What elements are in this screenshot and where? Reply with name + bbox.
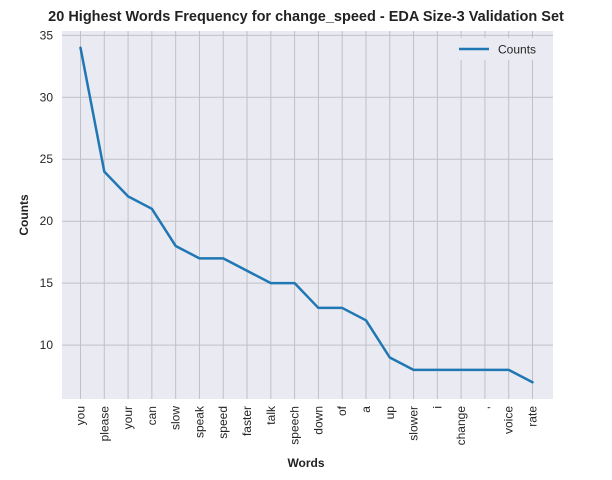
data-point — [103, 170, 105, 172]
y-axis-ticks: 10 15 20 25 30 35 — [40, 28, 54, 352]
data-point — [151, 208, 153, 210]
y-tick-label: 30 — [40, 90, 54, 104]
legend: Counts — [450, 38, 548, 60]
data-point — [508, 369, 510, 371]
data-point — [79, 47, 81, 49]
y-axis-label: Counts — [17, 194, 31, 236]
chart-title: 20 Highest Words Frequency for change_sp… — [48, 9, 564, 25]
data-point — [317, 307, 319, 309]
data-point — [293, 282, 295, 284]
x-tick-label: , — [478, 406, 492, 409]
x-tick-label: faster — [240, 406, 254, 436]
data-point — [531, 381, 533, 383]
x-tick-label: slower — [407, 406, 421, 441]
x-tick-label: slow — [169, 406, 183, 430]
data-point — [222, 257, 224, 259]
x-tick-label: speed — [216, 406, 230, 439]
data-point — [484, 369, 486, 371]
grid-lines — [62, 31, 553, 399]
y-tick-label: 20 — [40, 214, 54, 228]
legend-box — [450, 38, 548, 60]
x-tick-label: down — [311, 406, 325, 435]
y-tick-label: 35 — [40, 28, 54, 42]
x-tick-label: a — [359, 406, 373, 413]
data-point — [365, 319, 367, 321]
x-tick-label: you — [74, 406, 88, 425]
data-point — [460, 369, 462, 371]
data-point — [389, 356, 391, 358]
x-tick-label: i — [430, 406, 444, 409]
x-axis-ticks: you please your can slow speak speed faster talk… — [74, 405, 540, 445]
data-point — [436, 369, 438, 371]
series-line — [79, 46, 534, 384]
x-tick-label: please — [97, 406, 111, 442]
data-point — [341, 307, 343, 309]
x-tick-label: voice — [502, 406, 516, 434]
series-lines — [79, 46, 534, 384]
x-tick-label: up — [383, 406, 397, 420]
y-tick-label: 25 — [40, 152, 54, 166]
x-tick-label: speak — [192, 405, 206, 438]
data-point — [198, 257, 200, 259]
y-tick-label: 15 — [40, 276, 54, 290]
x-tick-label: can — [145, 406, 159, 425]
x-tick-label: speech — [288, 406, 302, 445]
x-tick-label: talk — [264, 405, 278, 425]
x-tick-label: your — [121, 406, 135, 429]
x-tick-label: of — [335, 405, 349, 416]
x-tick-label: rate — [526, 406, 540, 427]
data-point — [246, 270, 248, 272]
data-point — [174, 245, 176, 247]
data-point — [412, 369, 414, 371]
plot-area — [62, 31, 553, 399]
legend-label: Counts — [498, 43, 536, 57]
data-point — [270, 282, 272, 284]
x-tick-label: change — [454, 406, 468, 446]
x-axis-label: Words — [287, 456, 324, 470]
data-point — [127, 195, 129, 197]
y-tick-label: 10 — [40, 338, 54, 352]
